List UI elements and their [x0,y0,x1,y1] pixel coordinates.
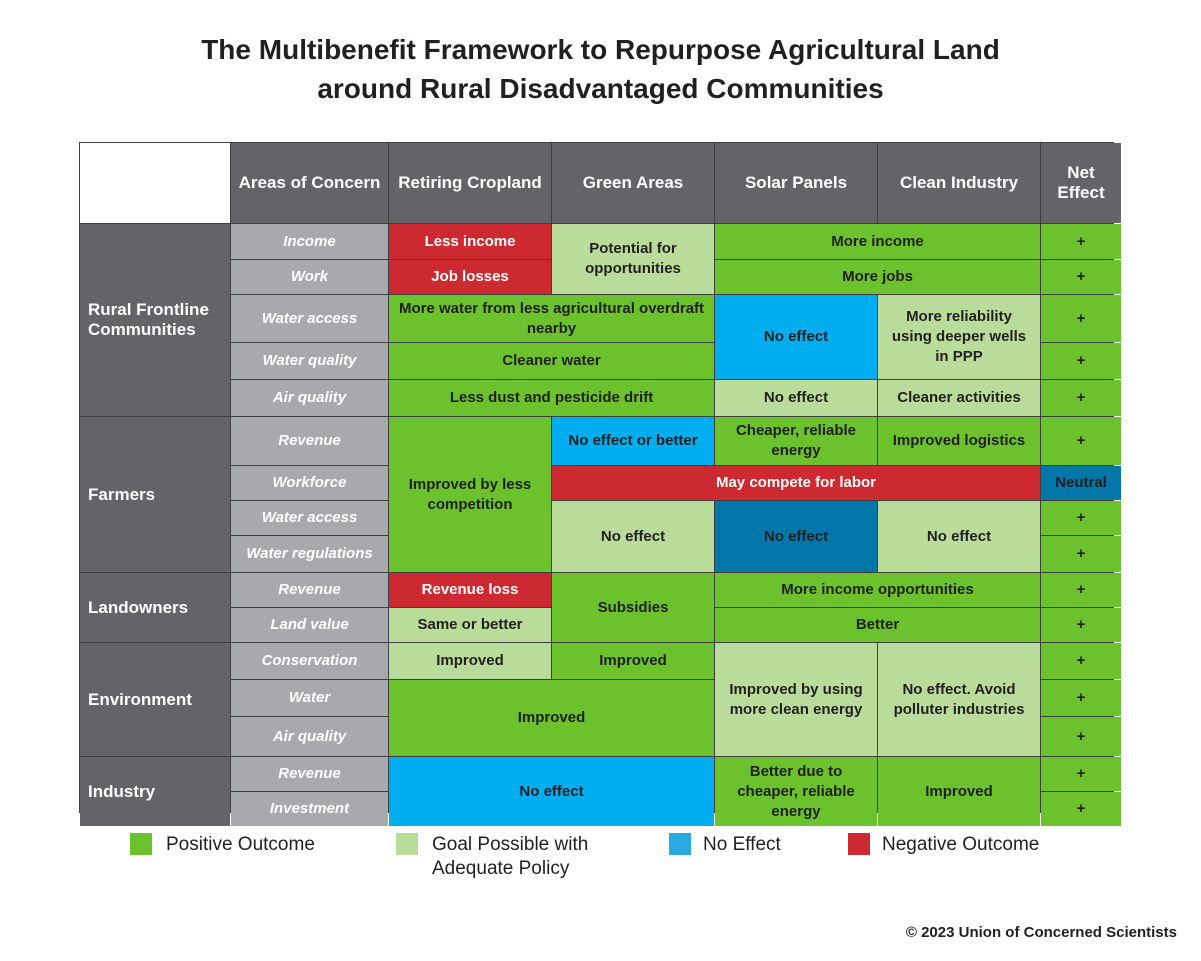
area-label: Air quality [231,380,388,416]
copyright-credit: © 2023 Union of Concerned Scientists [905,924,1177,941]
header-retiring-cropland: Retiring Cropland [389,143,551,223]
chart-title: The Multibenefit Framework to Repurpose … [0,30,1201,108]
header-green-areas: Green Areas [552,143,714,223]
header-net-effect: Net Effect [1041,143,1121,223]
area-label: Workforce [231,466,388,500]
outcome-cell: Improved [552,643,714,679]
outcome-cell: Revenue loss [389,573,551,607]
outcome-cell: Better due to cheaper, reliable energy [715,757,877,826]
legend-label-no-effect: No Effect [703,834,781,855]
legend-label-goal-line-1: Goal Possible with [432,834,589,855]
net-effect-cell: + [1041,417,1121,465]
area-label: Water [231,680,388,716]
group-environment: Environment [80,643,230,756]
group-rural-frontline: Rural Frontline Communities [80,224,230,416]
outcome-cell: Same or better [389,608,551,642]
outcome-cell: Less dust and pesticide drift [389,380,714,416]
title-line-1: The Multibenefit Framework to Repurpose … [201,34,1000,65]
net-effect-cell: + [1041,536,1121,572]
legend-swatch-negative [848,833,870,855]
net-effect-cell: + [1041,501,1121,535]
header-clean-industry: Clean Industry [878,143,1040,223]
area-label: Revenue [231,757,388,791]
area-label: Revenue [231,417,388,465]
area-label: Water regulations [231,536,388,572]
outcome-cell: Subsidies [552,573,714,642]
net-effect-cell: + [1041,295,1121,342]
framework-table: Areas of Concern Retiring Cropland Green… [79,142,1121,826]
area-label: Water access [231,295,388,342]
net-effect-cell: + [1041,260,1121,294]
outcome-cell: Better [715,608,1040,642]
legend-swatch-goal [396,833,418,855]
legend-swatch-no-effect [669,833,691,855]
group-industry: Industry [80,757,230,826]
net-effect-cell: + [1041,757,1121,791]
legend-label-positive: Positive Outcome [166,834,315,855]
net-effect-cell: + [1041,343,1121,379]
outcome-cell: Cleaner activities [878,380,1040,416]
outcome-cell: No effect [552,501,714,572]
area-label: Conservation [231,643,388,679]
legend-positive: Positive Outcome [130,833,315,857]
corner-cell [80,143,230,223]
area-label: Income [231,224,388,259]
header-areas-of-concern: Areas of Concern [231,143,388,223]
legend-swatch-positive [130,833,152,855]
area-label: Water quality [231,343,388,379]
outcome-cell: No effect [389,757,714,826]
net-effect-cell: + [1041,573,1121,607]
outcome-cell: Improved [389,680,714,756]
area-label: Land value [231,608,388,642]
area-label: Work [231,260,388,294]
outcome-cell: More income opportunities [715,573,1040,607]
legend-label-goal: Goal Possible with Adequate Policy [432,833,588,881]
legend-label-negative: Negative Outcome [882,834,1040,855]
outcome-cell: More jobs [715,260,1040,294]
legend-label-goal-line-2: Adequate Policy [432,858,570,879]
outcome-cell: No effect or better [552,417,714,465]
area-label: Investment [231,792,388,826]
outcome-cell: Job losses [389,260,551,294]
outcome-cell: No effect [715,295,877,379]
net-effect-cell: + [1041,608,1121,642]
title-line-2: around Rural Disadvantaged Communities [317,73,884,104]
outcome-cell: Improved [389,643,551,679]
outcome-cell: No effect. Avoid polluter industries [878,643,1040,756]
outcome-cell: Potential for opportunities [552,224,714,294]
outcome-cell: Improved by less competition [389,417,551,572]
area-label: Air quality [231,717,388,756]
outcome-cell: Cleaner water [389,343,714,379]
outcome-cell: No effect [715,501,877,572]
outcome-cell: More reliability using deeper wells in P… [878,295,1040,379]
group-landowners: Landowners [80,573,230,642]
outcome-cell: Improved logistics [878,417,1040,465]
area-label: Water access [231,501,388,535]
outcome-cell: Improved [878,757,1040,826]
net-effect-cell: + [1041,643,1121,679]
net-effect-cell: + [1041,224,1121,259]
legend-no-effect: No Effect [669,833,781,857]
legend-negative: Negative Outcome [848,833,1039,857]
outcome-cell: May compete for labor [552,466,1040,500]
outcome-cell: Cheaper, reliable energy [715,417,877,465]
legend-goal: Goal Possible with Adequate Policy [396,833,588,881]
net-effect-cell: Neutral [1041,466,1121,500]
net-effect-cell: + [1041,717,1121,756]
net-effect-cell: + [1041,380,1121,416]
group-farmers: Farmers [80,417,230,572]
net-effect-cell: + [1041,792,1121,826]
outcome-cell: More income [715,224,1040,259]
outcome-cell: Less income [389,224,551,259]
area-label: Revenue [231,573,388,607]
header-solar-panels: Solar Panels [715,143,877,223]
outcome-cell: More water from less agricultural overdr… [389,295,714,342]
outcome-cell: No effect [878,501,1040,572]
outcome-cell: Improved by using more clean energy [715,643,877,756]
net-effect-cell: + [1041,680,1121,716]
outcome-cell: No effect [715,380,877,416]
